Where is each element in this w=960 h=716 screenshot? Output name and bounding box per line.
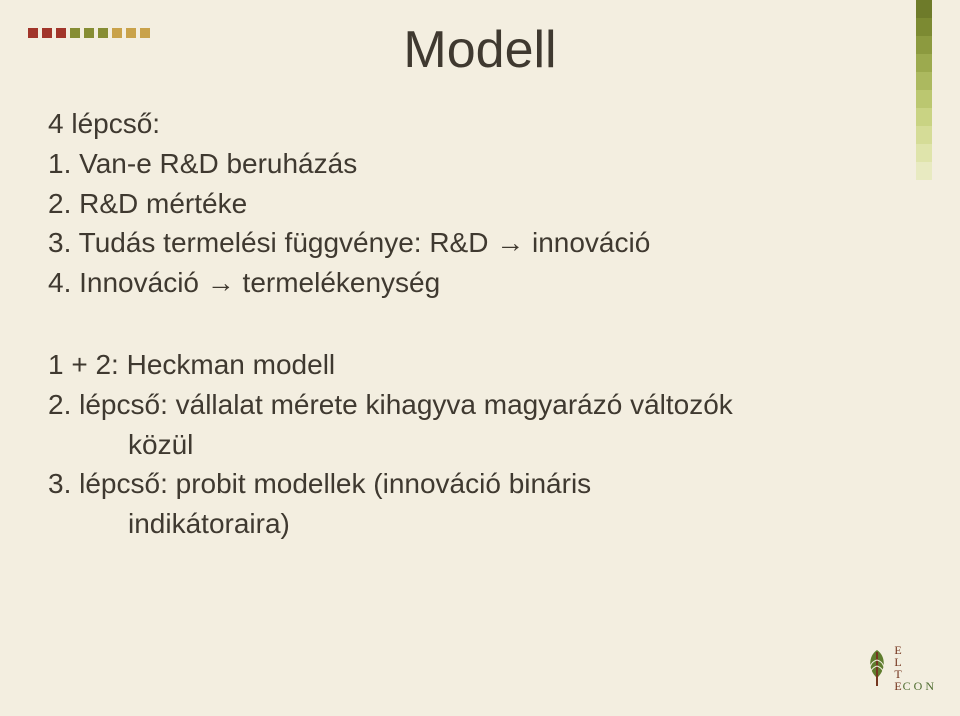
slide: Modell 4 lépcső: 1. Van-e R&D beruházás … xyxy=(0,0,960,716)
logo-letter: E xyxy=(894,680,901,692)
list-item: 2. R&D mértéke xyxy=(48,185,870,223)
list-item: indikátoraira) xyxy=(48,505,870,543)
decor-square xyxy=(916,126,932,144)
list-item: 3. Tudás termelési függvénye: R&D → inno… xyxy=(48,224,870,262)
list-item: 2. lépcső: vállalat mérete kihagyva magy… xyxy=(48,386,870,424)
decor-square xyxy=(916,108,932,126)
logo-letter-tail: C O N xyxy=(903,680,934,692)
list-item: 3. lépcső: probit modellek (innováció bi… xyxy=(48,465,870,503)
decor-square xyxy=(916,90,932,108)
decor-square xyxy=(916,0,932,18)
list-secondary: 1 + 2: Heckman modell 2. lépcső: vállala… xyxy=(48,346,870,543)
logo-letters: E L T E C O N xyxy=(894,644,934,692)
list-item: 4. Innováció → termelékenység xyxy=(48,264,870,302)
decor-square xyxy=(916,144,932,162)
decor-square xyxy=(916,162,932,180)
list-item: közül xyxy=(48,426,870,464)
list-item: 1. Van-e R&D beruházás xyxy=(48,145,870,183)
eltecon-logo: E L T E C O N xyxy=(864,644,934,692)
list-primary: 4 lépcső: 1. Van-e R&D beruházás 2. R&D … xyxy=(48,105,870,302)
slide-title: Modell xyxy=(0,20,960,80)
leaf-icon xyxy=(864,648,890,688)
list-item: 4 lépcső: xyxy=(48,105,870,143)
slide-content: 4 lépcső: 1. Van-e R&D beruházás 2. R&D … xyxy=(48,105,870,545)
list-item: 1 + 2: Heckman modell xyxy=(48,346,870,384)
